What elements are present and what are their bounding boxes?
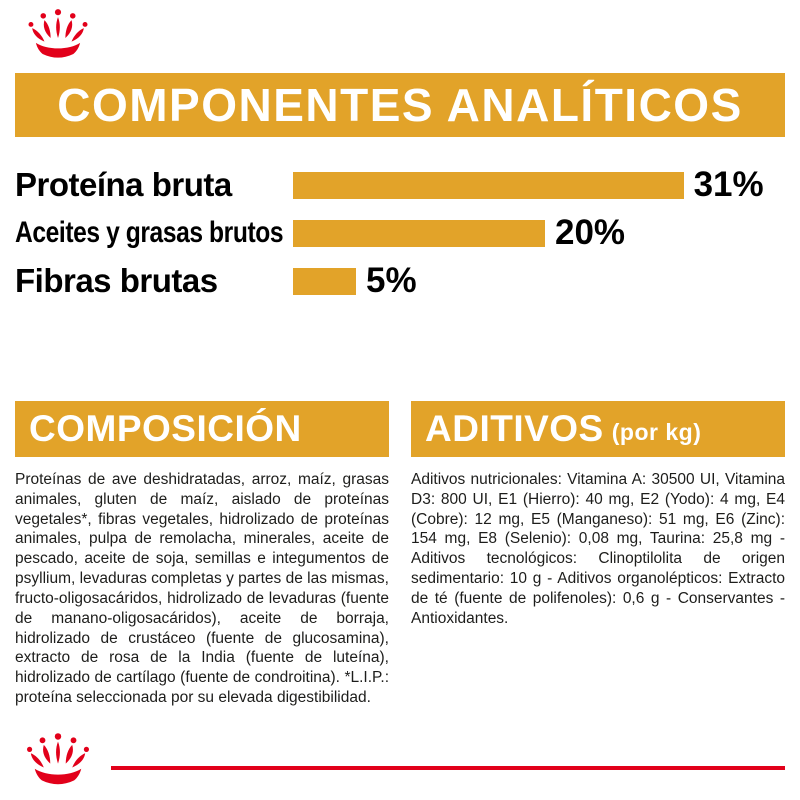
royal-canin-crown-logo bbox=[19, 730, 97, 792]
additives-text: Aditivos nutricionales: Vitamina A: 3050… bbox=[411, 471, 785, 627]
chart-bar-area: 31% bbox=[293, 165, 785, 205]
chart-bar bbox=[293, 219, 545, 247]
royal-canin-crown-logo bbox=[21, 6, 95, 65]
composition-text: Proteínas de ave deshidratadas, arroz, m… bbox=[15, 471, 389, 707]
additives-section: ADITIVOS (por kg) Aditivos nutricionales… bbox=[411, 401, 785, 708]
chart-row-label: Proteína bruta bbox=[15, 166, 232, 203]
additives-banner: ADITIVOS (por kg) bbox=[411, 401, 785, 457]
analytical-components-chart: Proteína bruta 31% Aceites y grasas brut… bbox=[15, 161, 785, 305]
additives-title-suffix: (por kg) bbox=[611, 418, 702, 445]
composition-title: COMPOSICIÓN bbox=[29, 408, 302, 449]
chart-row-value: 31% bbox=[693, 165, 764, 204]
header bbox=[15, 6, 785, 65]
chart-bar bbox=[293, 171, 684, 199]
chart-row: Proteína bruta 31% bbox=[15, 161, 785, 209]
composition-banner: COMPOSICIÓN bbox=[15, 401, 389, 457]
chart-row-label: Fibras brutas bbox=[15, 262, 218, 299]
analytical-components-title: COMPONENTES ANALÍTICOS bbox=[57, 79, 743, 131]
chart-bar-area: 5% bbox=[293, 261, 785, 301]
chart-row-label: Aceites y grasas brutos bbox=[15, 216, 284, 249]
chart-bar bbox=[293, 267, 356, 295]
additives-title: ADITIVOS bbox=[425, 408, 604, 449]
chart-row: Aceites y grasas brutos 20% bbox=[15, 209, 785, 257]
analytical-components-banner: COMPONENTES ANALÍTICOS bbox=[15, 73, 785, 137]
info-columns: COMPOSICIÓN Proteínas de ave deshidratad… bbox=[15, 401, 785, 708]
chart-row: Fibras brutas 5% bbox=[15, 257, 785, 305]
composition-section: COMPOSICIÓN Proteínas de ave deshidratad… bbox=[15, 401, 389, 708]
chart-row-value: 20% bbox=[555, 213, 626, 252]
footer-divider-line bbox=[111, 766, 785, 770]
chart-row-value: 5% bbox=[366, 261, 417, 300]
footer bbox=[15, 730, 785, 800]
chart-bar-area: 20% bbox=[293, 213, 785, 253]
